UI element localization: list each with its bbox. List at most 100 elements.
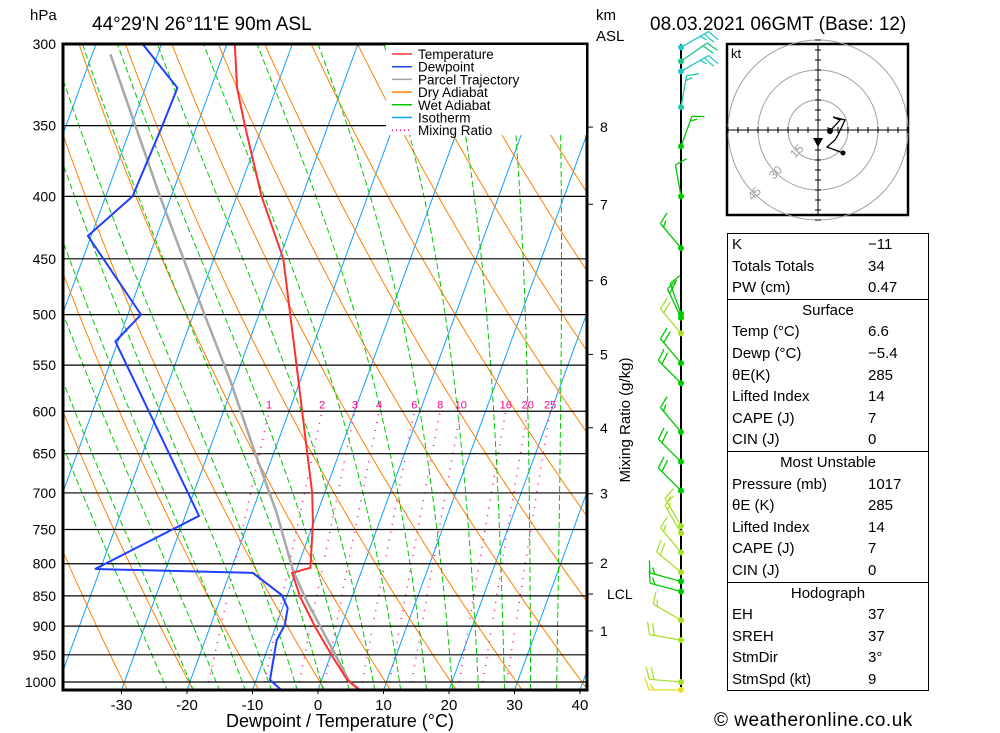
km-tick-label: 7: [600, 196, 608, 212]
dry-adiabat-line: [449, 44, 587, 272]
wind-barb-flag: [651, 577, 656, 585]
temp-tick-label: 10: [375, 697, 392, 714]
wind-barb: [649, 582, 682, 593]
index-row: Lifted Index 14: [728, 517, 928, 539]
index-row: CAPE (J) 7: [728, 538, 928, 560]
index-value: 37: [868, 627, 885, 645]
wind-barb-flag: [651, 567, 656, 575]
index-value: 7: [868, 409, 877, 427]
index-value: 285: [868, 497, 894, 515]
isotherm-line: [63, 44, 228, 494]
mixing-ratio-label: 8: [437, 399, 443, 411]
wind-barb-flag: [661, 459, 669, 472]
wind-barb-flag: [708, 54, 719, 65]
index-row: Totals Totals 34: [728, 256, 928, 278]
dry-adiabat-line: [63, 133, 326, 690]
temp-tick-label: -20: [176, 697, 198, 714]
pressure-tick-label: 750: [33, 522, 57, 538]
wind-level-dot: [678, 637, 684, 644]
wind-barb-flag: [657, 427, 665, 440]
pressure-unit-label: hPa: [30, 7, 57, 24]
temp-tick-label: -10: [242, 697, 264, 714]
wind-level-dot: [678, 617, 684, 624]
mixing-ratio-label: 2: [319, 399, 325, 411]
index-value: 3°: [868, 649, 883, 667]
index-value: 1017: [868, 475, 902, 493]
pressure-tick-label: 1000: [25, 674, 56, 690]
legend-label: Mixing Ratio: [418, 123, 492, 138]
index-label: Pressure (mb): [732, 475, 828, 493]
wind-barb: [659, 407, 682, 433]
index-row: CIN (J) 0: [728, 429, 928, 451]
temperature-line: [233, 44, 362, 690]
mixing-ratio-line: [206, 411, 270, 690]
wind-barb: [657, 467, 682, 492]
wind-level-dot: [678, 193, 684, 200]
wet-adiabat-line: [63, 380, 194, 690]
pressure-tick-label: 500: [33, 307, 57, 323]
legend-label: Wet Adiabat: [418, 98, 491, 113]
wind-barb-flag: [663, 220, 667, 228]
wind-barbs: [644, 30, 719, 693]
wind-barb-flag: [706, 42, 718, 51]
legend-label: Isotherm: [418, 111, 471, 126]
wind-barb-flag: [661, 431, 669, 443]
index-row: K −11: [728, 234, 928, 256]
index-value: 34: [868, 257, 885, 275]
temp-tick-label: 30: [506, 697, 523, 714]
mixing-ratio-label: 10: [455, 399, 467, 411]
wind-level-dot: [678, 569, 684, 576]
index-label: θE(K): [732, 366, 771, 384]
dry-adiabat-line: [171, 44, 523, 690]
wind-barb: [656, 551, 682, 573]
wind-level-dot: [678, 68, 684, 75]
wind-level-dot: [678, 458, 684, 465]
wind-barb-flag: [649, 683, 655, 691]
wind-level-dot: [678, 104, 684, 111]
wind-barb-flag: [663, 301, 671, 314]
dry-adiabat-line: [403, 44, 587, 353]
wind-barb-flag: [659, 396, 668, 408]
index-label: Temp (°C): [732, 323, 800, 341]
index-value: 0.47: [868, 279, 898, 297]
index-row: StmDir 3°: [728, 647, 928, 669]
wind-barb: [659, 308, 682, 334]
wind-barb-flag: [685, 77, 693, 82]
location-title: 44°29'N 26°11'E 90m ASL: [92, 14, 312, 35]
wind-level-dot: [678, 314, 684, 321]
wet-adiabat-line: [556, 44, 562, 690]
index-label: Lifted Index: [732, 388, 810, 406]
indices-table: K −11 Totals Totals 34 PW (cm) 0.47 Surface Tem…: [727, 233, 929, 692]
wind-barb-flag: [650, 667, 655, 680]
wind-barb-flag: [657, 456, 665, 469]
index-value: 0: [868, 561, 877, 579]
index-label: CAPE (J): [732, 540, 795, 558]
hodograph-start-dot: [827, 128, 833, 134]
isotherm-line: [0, 26, 37, 708]
section-title: Surface: [802, 301, 854, 319]
wet-adiabat-line: [63, 162, 272, 690]
mixing-ratio-label: 16: [500, 399, 512, 411]
index-label: Dewp (°C): [732, 344, 802, 362]
isotherm-line: [251, 44, 490, 690]
wind-barb-flag: [669, 275, 681, 285]
wind-level-dot: [678, 679, 684, 685]
index-row: StmSpd (kt) 9: [728, 669, 928, 691]
index-value: 7: [868, 540, 877, 558]
height-unit-label: km: [596, 7, 616, 24]
dry-adiabat-line: [63, 271, 260, 690]
wind-barb: [674, 164, 682, 197]
wet-adiabat-line: [116, 44, 350, 690]
wet-adiabat-line: [256, 44, 428, 690]
index-label: CIN (J): [732, 561, 780, 579]
isotherm-line: [317, 44, 555, 690]
pressure-tick-label: 300: [33, 36, 57, 52]
pressure-tick-label: 350: [33, 118, 57, 134]
wet-adiabat-line: [63, 445, 168, 690]
index-value: 37: [868, 606, 885, 624]
wind-barb-flag: [644, 677, 650, 691]
pressure-tick-label: 700: [33, 485, 57, 501]
wet-adiabat-line: [63, 312, 220, 690]
index-label: SREH: [732, 627, 774, 645]
